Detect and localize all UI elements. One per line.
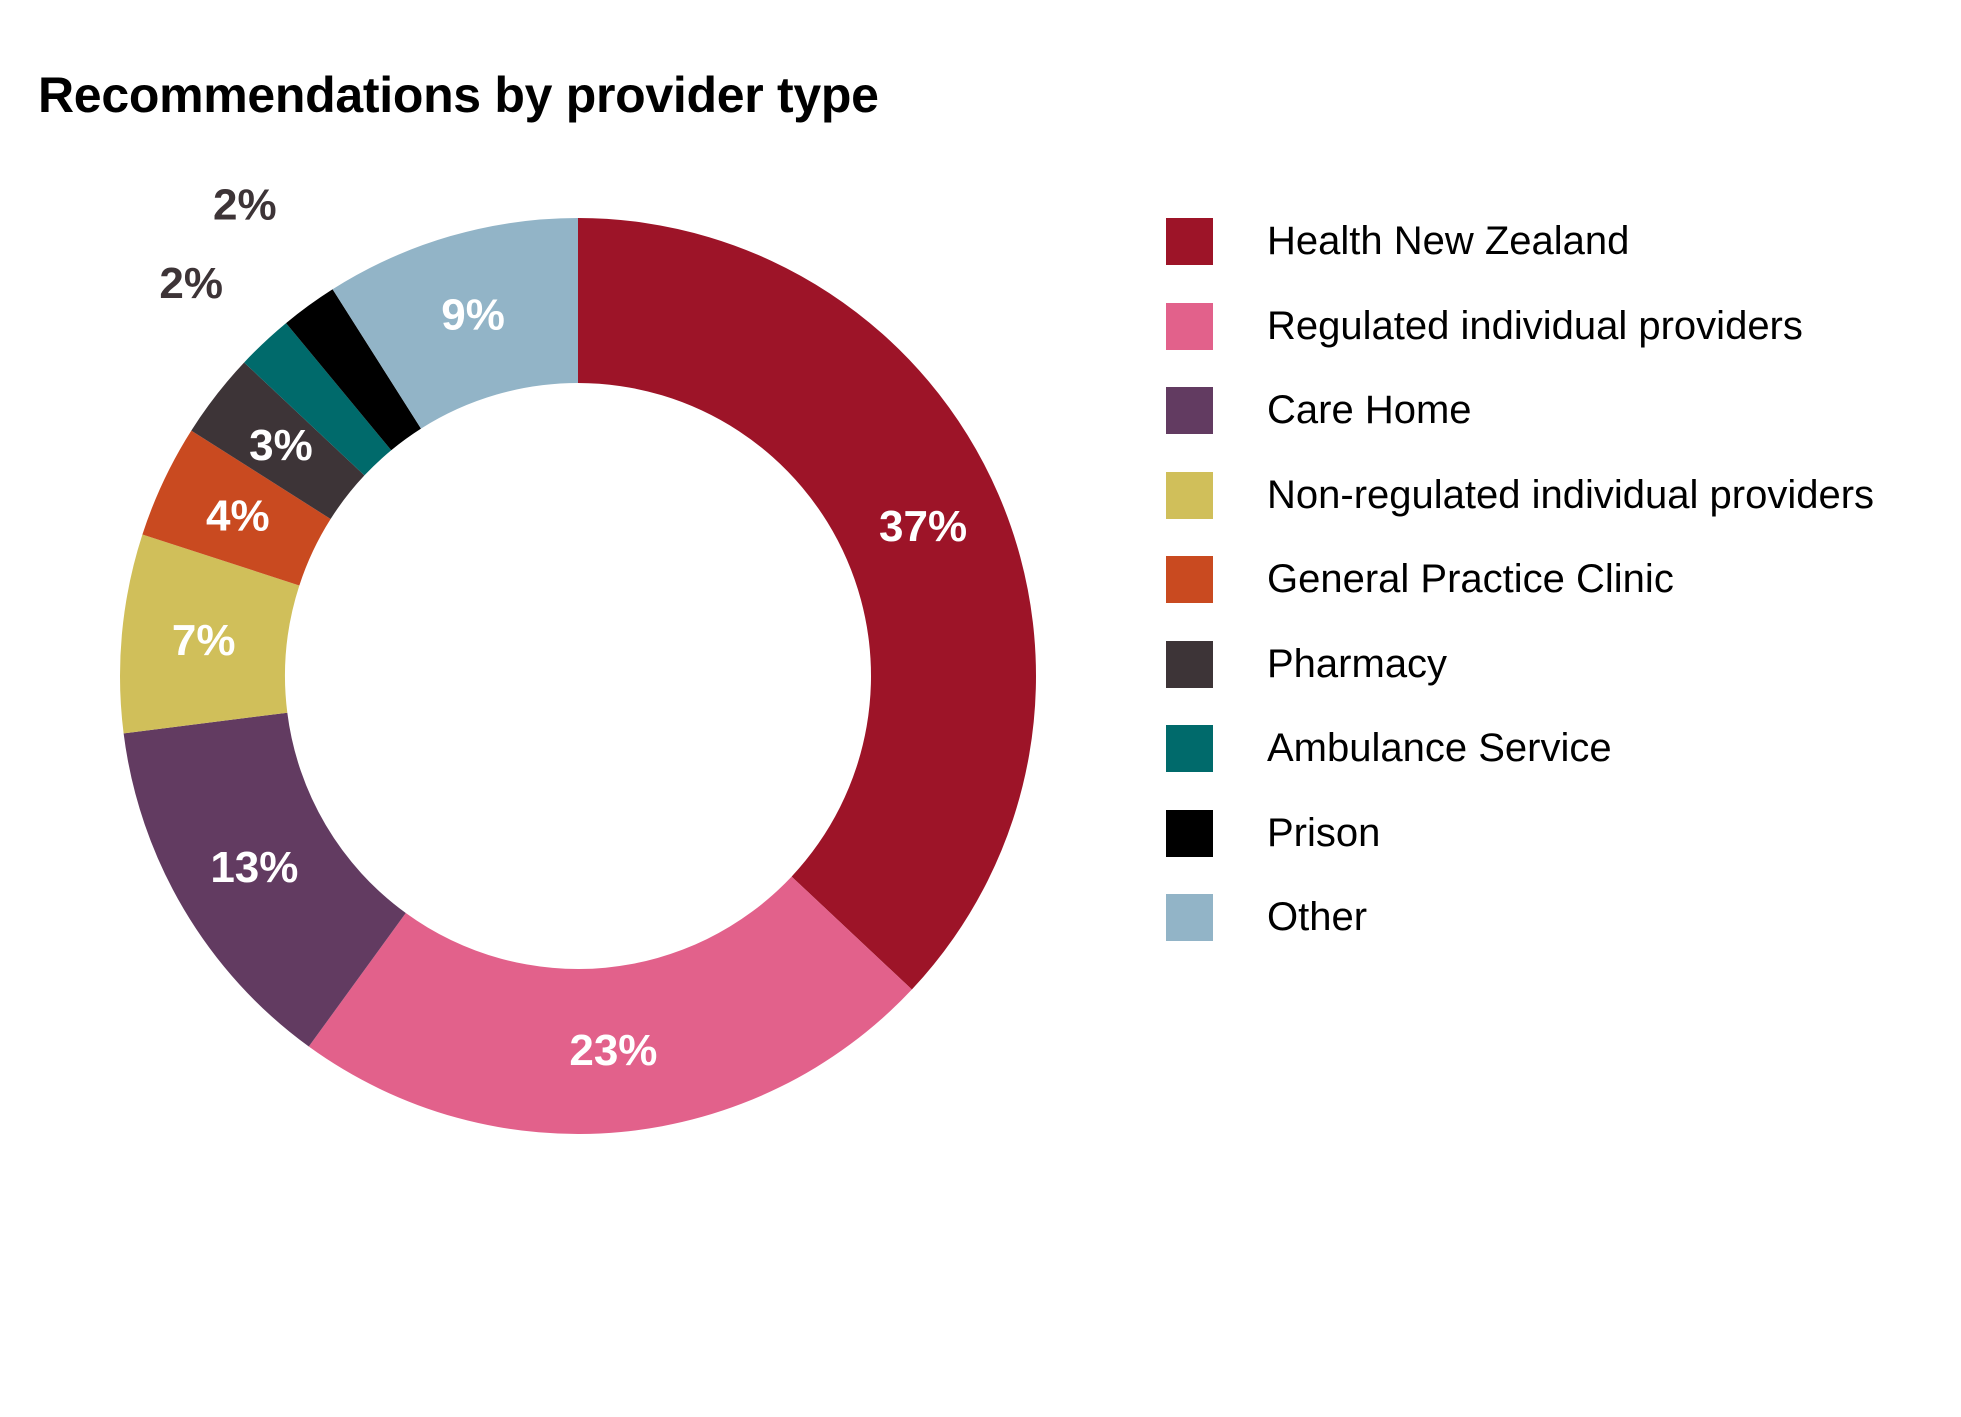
slice-label: 4% [206,491,270,540]
legend-swatch [1166,894,1213,941]
legend-label: Regulated individual providers [1267,303,1803,348]
legend-label: Other [1267,895,1368,939]
legend-label: Prison [1267,810,1381,855]
legend-swatch [1166,725,1213,772]
legend-swatch [1166,471,1213,519]
slice-care-home [123,712,406,1047]
legend-swatch [1166,640,1213,688]
legend-swatch [1166,387,1213,434]
legend-label: Health New Zealand [1267,219,1630,263]
chart-title: Recommendations by provider type [38,67,879,123]
slice-label: 23% [569,1026,657,1075]
legend-label: Care Home [1267,388,1472,432]
legend-label: Pharmacy [1267,641,1448,686]
legend-swatch [1166,556,1213,603]
slice-label: 2% [213,180,277,229]
slice-label: 37% [879,502,967,551]
slice-other [332,218,578,429]
slice-general-practice-clinic [142,430,331,586]
slice-label: 3% [249,421,313,470]
slice-label: 13% [210,843,298,892]
slice-label: 2% [159,259,223,308]
donut-labels: 37% 23% 13% 7% 4% 3% 2% 2% 9% [159,180,967,1074]
legend-label: General Practice Clinic [1267,557,1674,601]
slice-prison [286,289,422,451]
slice-ambulance-service [244,323,392,476]
legend-swatch [1166,809,1213,857]
legend-swatch [1166,302,1213,350]
slice-label: 9% [441,290,505,339]
slice-regulated-individual-providers [308,876,912,1134]
donut-slices [119,218,1036,1134]
slice-label: 7% [172,616,236,665]
legend-label: Non-regulated individual providers [1267,472,1875,517]
slice-health-new-zealand [578,218,1036,990]
legend-label: Ambulance Service [1267,726,1612,770]
legend-swatch [1166,218,1213,265]
slice-pharmacy [191,362,365,520]
slice-non-regulated-individual-providers [119,534,300,734]
